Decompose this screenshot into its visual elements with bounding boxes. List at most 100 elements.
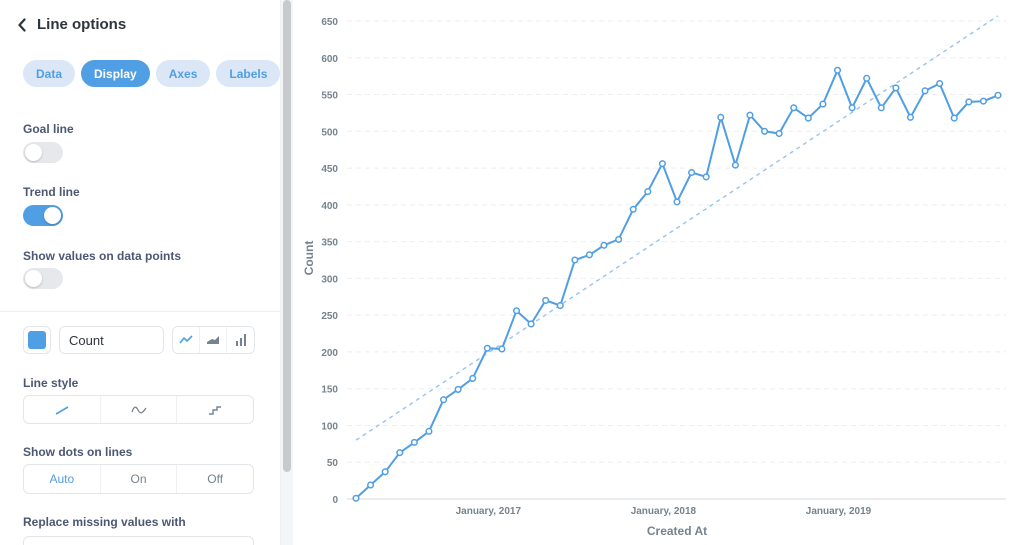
data-point[interactable] [994,91,1002,99]
y-tick-label: 200 [321,348,338,359]
line-style-curved[interactable] [101,396,178,423]
data-point[interactable] [585,251,594,259]
area-type-button[interactable] [200,327,227,353]
series-color-picker[interactable] [23,326,51,354]
data-point[interactable] [950,114,958,122]
data-point[interactable] [819,100,827,108]
show-values-label: Show values on data points [23,249,182,263]
data-point[interactable] [571,256,579,264]
data-point[interactable] [979,97,987,105]
line-style-linear[interactable] [24,396,101,423]
color-fill [28,331,46,349]
trend-line-toggle[interactable] [23,205,63,226]
line-chart: 0 50 100 150 200 250 300 350 400 450 500 550 600 650 … [293,0,1024,545]
data-point[interactable] [775,129,783,138]
y-tick-label: 300 [321,274,338,285]
x-tick-label: January, 2017 [456,506,522,517]
data-point[interactable] [410,438,418,446]
data-point[interactable] [381,468,389,476]
data-point[interactable] [688,168,696,177]
data-point[interactable] [644,188,652,196]
show-dots-label: Show dots on lines [23,445,133,459]
data-point[interactable] [542,296,550,304]
settings-tabs: Data Display Axes Labels [23,60,280,87]
data-point[interactable] [746,111,754,119]
data-point[interactable] [396,449,404,457]
chevron-left-icon [18,17,26,32]
area-chart-icon [207,336,219,344]
data-point[interactable] [425,427,433,435]
data-point[interactable] [760,127,769,135]
data-point[interactable] [936,79,944,88]
y-tick-label: 650 [321,17,338,28]
dots-on-option[interactable]: On [101,465,178,493]
line-style-label: Line style [23,376,79,390]
goal-line-toggle[interactable] [23,142,63,163]
series-name-input[interactable] [59,326,164,354]
replace-missing-selector[interactable] [23,536,254,545]
y-axis-title: Count [302,241,316,276]
trend-line [355,15,999,441]
y-tick-label: 600 [321,54,338,65]
dots-off-option[interactable]: Off [207,472,224,486]
tab-data[interactable]: Data [23,60,76,87]
line-type-button[interactable] [173,327,200,353]
toggle-knob [25,270,42,287]
data-point[interactable] [352,494,360,502]
bar-chart-icon [235,334,246,346]
dots-auto-option[interactable]: Auto [24,465,101,493]
data-point[interactable] [658,160,666,168]
data-point[interactable] [527,320,535,328]
x-axis-title: Created At [647,524,707,538]
line-style-selector [23,395,254,424]
panel-title: Line options [37,16,127,33]
data-point[interactable] [965,98,973,106]
data-point[interactable] [629,205,637,213]
data-point[interactable] [892,84,900,92]
back-button[interactable]: Line options [17,16,126,33]
data-point[interactable] [367,481,375,489]
tab-labels[interactable]: Labels [216,60,280,87]
line-style-stepped[interactable] [177,396,253,423]
data-point[interactable] [790,104,798,112]
data-point[interactable] [906,113,915,121]
data-point[interactable] [717,113,725,121]
curved-line-icon [130,406,147,413]
data-point[interactable] [804,114,812,122]
stepped-line-icon [209,405,222,415]
x-tick-label: January, 2018 [631,506,697,517]
y-tick-label: 0 [332,495,338,506]
data-point[interactable] [877,104,885,112]
tab-display[interactable]: Display [81,60,150,87]
series-line [355,67,999,500]
y-tick-label: 50 [327,458,339,469]
data-point[interactable] [512,307,521,315]
data-point[interactable] [483,344,491,352]
series-settings-row [23,326,255,354]
toggle-knob [44,207,61,224]
data-point[interactable] [615,235,623,243]
data-point[interactable] [673,198,681,206]
y-tick-label: 350 [321,238,338,249]
bar-type-button[interactable] [227,327,254,353]
tab-axes[interactable]: Axes [155,60,211,87]
data-point[interactable] [454,385,462,393]
show-values-toggle[interactable] [23,268,63,289]
chart-canvas: 050100150200250300350400450500550600650 … [302,15,1006,538]
data-point[interactable] [921,87,929,95]
data-point[interactable] [702,173,710,181]
data-point[interactable] [439,396,448,404]
y-tick-label: 100 [321,421,338,432]
data-point[interactable] [848,104,856,112]
data-point[interactable] [731,161,739,169]
data-point[interactable] [469,374,477,382]
trend-line-label: Trend line [23,185,80,199]
data-point[interactable] [556,302,564,310]
data-point[interactable] [833,66,842,74]
toggle-knob [25,144,42,161]
y-tick-label: 500 [321,127,338,138]
scrollbar-thumb[interactable] [283,0,291,472]
data-point[interactable] [498,345,506,353]
data-point[interactable] [600,241,608,249]
data-point[interactable] [863,74,871,82]
